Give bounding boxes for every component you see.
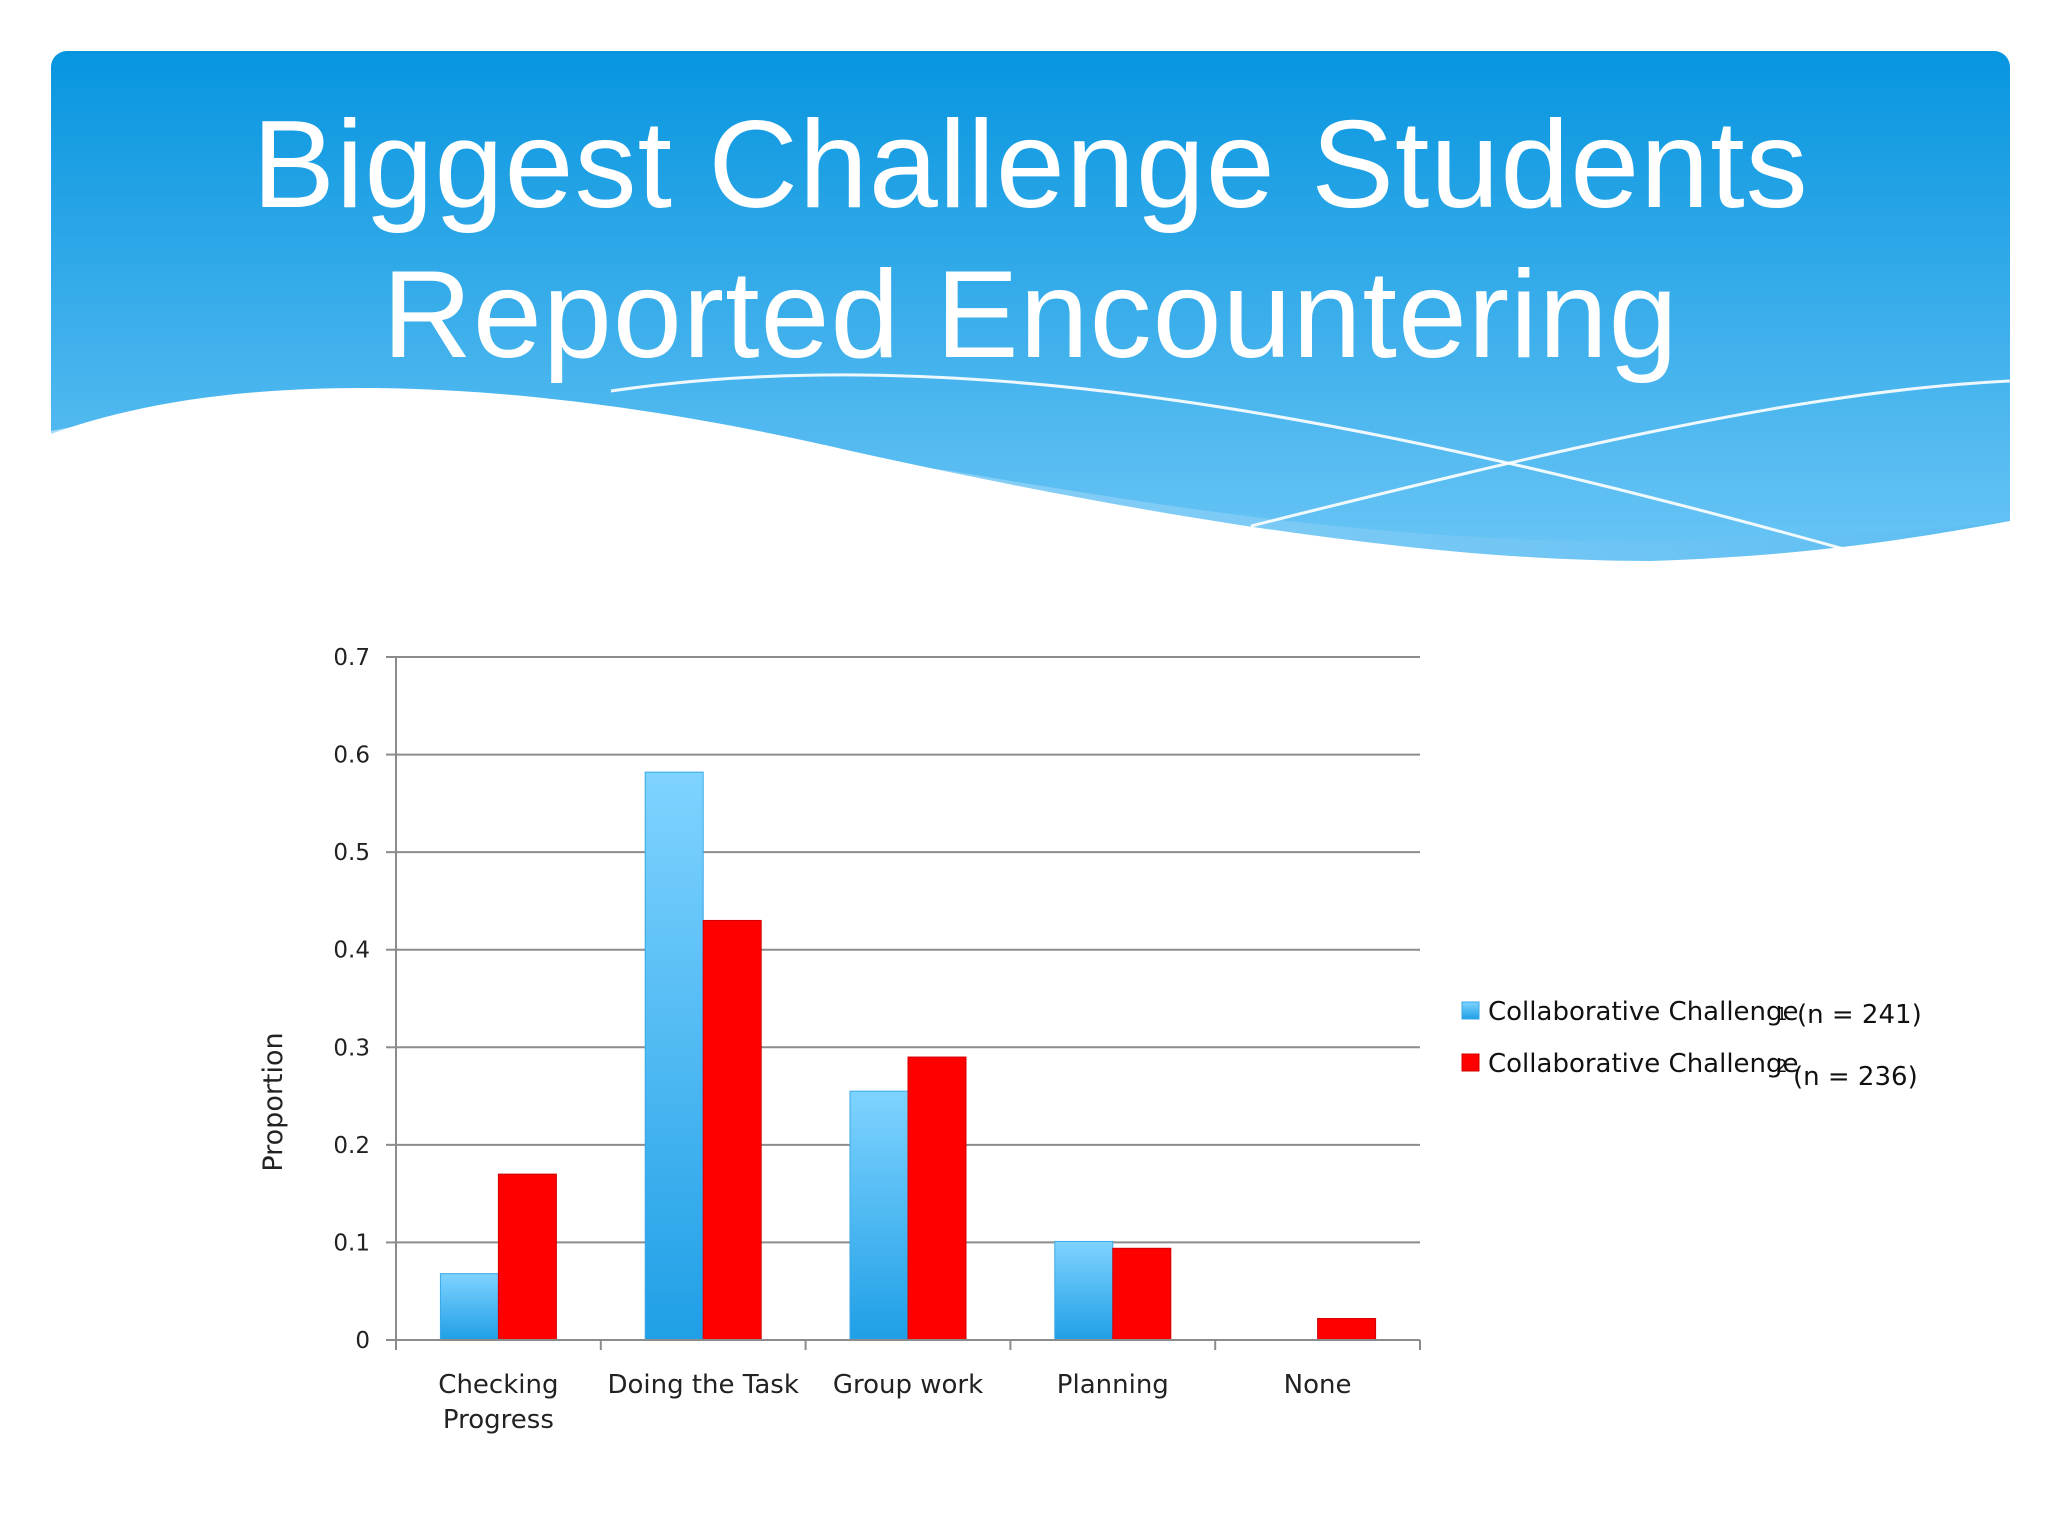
y-tick-label: 0.6	[333, 743, 370, 769]
title-line-2: Reported Encountering	[382, 246, 1679, 384]
bar-series1-checking-progress	[439, 1273, 499, 1341]
y-tick-label: 0.7	[333, 645, 370, 671]
x-category-label: Planning	[1057, 1370, 1169, 1400]
x-category-label: Doing the Task	[607, 1370, 798, 1400]
axes	[386, 656, 1421, 1350]
bar-series2-group-work	[907, 1056, 967, 1341]
x-category-label: Checking Progress	[438, 1370, 558, 1435]
legend-swatch-series1	[1461, 1001, 1480, 1020]
y-tick-labels: 0 0.1 0.2 0.3 0.4 0.5 0.6 0.7	[333, 645, 370, 1354]
y-tick-label: 0.2	[333, 1133, 370, 1159]
legend-label-series2: Collaborative Challenge	[1488, 1049, 1799, 1079]
y-tick-label: 0.3	[333, 1035, 370, 1061]
bar-series1-group-work	[849, 1090, 909, 1341]
x-category-labels: Checking Progress Doing the Task Group work…	[438, 1370, 1351, 1435]
legend-number-series2: 2	[1776, 1056, 1787, 1077]
bar-series1-doing-the-task	[644, 771, 704, 1341]
banner-wave-graphic	[51, 51, 2010, 571]
bar-series1-planning	[1054, 1240, 1114, 1341]
y-tick-label: 0	[355, 1328, 370, 1354]
bar-series2-doing-the-task	[702, 919, 762, 1341]
legend-number-series1: 1	[1776, 1004, 1787, 1025]
legend-n-series1: (n = 241)	[1797, 1000, 1922, 1030]
bar-series2-checking-progress	[497, 1173, 557, 1341]
x-category-label: None	[1284, 1370, 1352, 1400]
y-tick-label: 0.1	[333, 1230, 370, 1256]
legend-label-series1: Collaborative Challenge	[1488, 997, 1799, 1027]
y-tick-label: 0.4	[333, 938, 370, 964]
legend-swatch-series2	[1461, 1053, 1480, 1072]
slide-title: Biggest Challenge Students Reported Enco…	[51, 90, 2010, 390]
y-axis-title: Proportion	[258, 1032, 289, 1171]
title-banner	[51, 51, 2010, 571]
y-tick-label: 0.5	[333, 840, 370, 866]
bar-series2-planning	[1112, 1247, 1172, 1341]
bars	[439, 771, 1377, 1341]
title-line-1: Biggest Challenge Students	[252, 96, 1809, 234]
x-category-label: Group work	[833, 1370, 983, 1400]
legend-n-series2: (n = 236)	[1793, 1062, 1918, 1092]
bar-series2-none	[1317, 1318, 1377, 1341]
